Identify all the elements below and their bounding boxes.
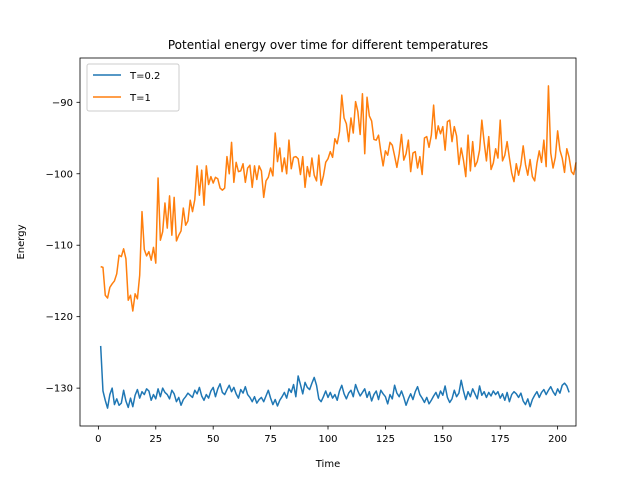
- x-tick-label: 75: [264, 434, 277, 445]
- series-layer: [99, 85, 577, 409]
- y-tick-label: −90: [52, 98, 73, 109]
- y-tick-label: −110: [46, 241, 73, 252]
- x-tick-label: 0: [95, 434, 101, 445]
- x-tick-label: 125: [376, 434, 395, 445]
- x-axis-label: Time: [315, 459, 340, 470]
- y-tick-label: −100: [46, 169, 73, 180]
- chart-title: Potential energy over time for different…: [168, 38, 488, 52]
- x-tick-label: 150: [433, 434, 452, 445]
- x-tick-label: 25: [149, 434, 162, 445]
- x-tick-label: 175: [491, 434, 510, 445]
- legend-label-t1: T=1: [129, 93, 151, 104]
- x-tick-label: 50: [207, 434, 220, 445]
- y-axis-label: Energy: [16, 224, 27, 259]
- x-axis: 0 25 50 75 100 125 150 175 200: [95, 426, 567, 445]
- y-tick-label: −120: [46, 312, 73, 323]
- legend-label-t02: T=0.2: [129, 71, 160, 82]
- series-line-1: [100, 85, 577, 312]
- legend: T=0.2 T=1: [86, 63, 180, 112]
- x-tick-label: 100: [318, 434, 337, 445]
- x-tick-label: 200: [548, 434, 567, 445]
- y-tick-label: −130: [46, 384, 73, 395]
- y-axis: −130 −120 −110 −100 −90: [46, 98, 80, 395]
- series-line-0: [99, 345, 570, 409]
